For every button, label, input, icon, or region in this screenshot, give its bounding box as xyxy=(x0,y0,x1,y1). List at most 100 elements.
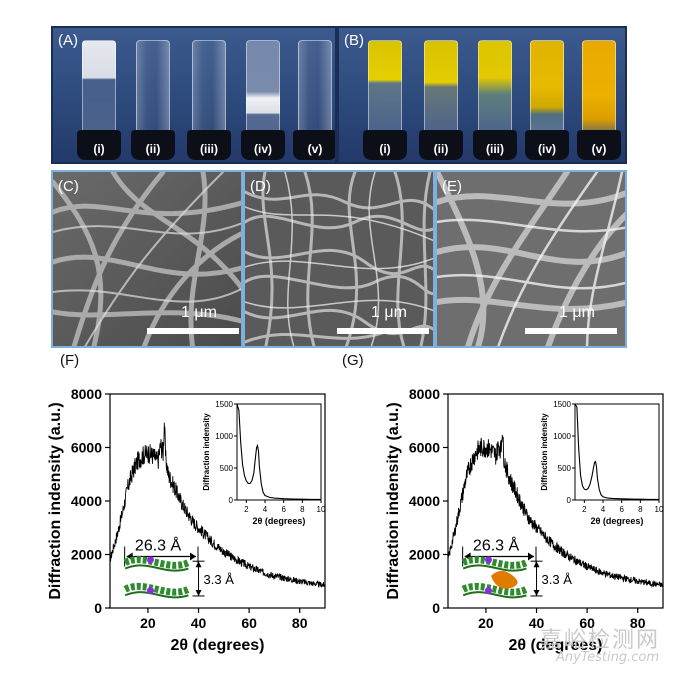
stack-label: 3.3 Å xyxy=(542,572,573,587)
inset-y-tick-label: 0 xyxy=(229,496,234,505)
vial-a-4-label: (iv) xyxy=(254,142,272,156)
inset-y-tick-label: 500 xyxy=(220,464,234,473)
x-tick-label: 40 xyxy=(191,615,207,631)
x-tick-label: 60 xyxy=(241,615,257,631)
vial-b-1-label: (i) xyxy=(379,142,391,156)
inset-x-tick-label: 4 xyxy=(601,505,606,514)
y-tick-label: 0 xyxy=(94,600,102,616)
y-tick-label: 8000 xyxy=(409,386,440,402)
guest-molecule xyxy=(491,570,518,589)
panel-d-scale-text: 1 μm xyxy=(371,304,407,321)
molecule-layer xyxy=(461,556,528,569)
panel-g-label: (G) xyxy=(342,352,364,369)
vial-b-3: (iii) xyxy=(473,28,517,162)
panel-e-label: (E) xyxy=(442,178,462,195)
stack-arrow-head-bottom xyxy=(195,589,202,596)
x-tick-label: 20 xyxy=(140,615,156,631)
molecule-layer-detail xyxy=(462,591,527,599)
molecule-layer xyxy=(123,556,190,569)
vial-b-1: (i) xyxy=(363,28,407,162)
vial-b-2-label: (ii) xyxy=(433,142,449,156)
panel-b-label: (B) xyxy=(344,32,364,49)
panel-c-sem: (C) 1 μm xyxy=(51,170,243,348)
molecular-stack-model xyxy=(123,556,190,599)
panel-e-sem: (E) 1 μm xyxy=(435,170,627,348)
spacing-label: 26.3 Å xyxy=(135,536,182,555)
panel-b-photo: (B) (i) (ii) (iii) (iv) (v) xyxy=(337,26,627,164)
inset-y-tick-label: 1000 xyxy=(553,432,571,441)
inset-x-tick-label: 2 xyxy=(582,505,587,514)
vial-b-2: (ii) xyxy=(419,28,463,162)
y-tick-label: 4000 xyxy=(409,493,440,509)
inset-y-tick-label: 1000 xyxy=(215,432,233,441)
y-tick-label: 2000 xyxy=(409,547,440,563)
panel-a-photo: (A) (i) (ii) (iii) (iv) (v) xyxy=(51,26,337,164)
inset-x-tick-label: 4 xyxy=(263,505,268,514)
inset-x-axis-label: 2θ (degrees) xyxy=(253,516,306,526)
inset-x-tick-label: 10 xyxy=(655,505,664,514)
watermark-cn: 嘉峪检测网 xyxy=(540,628,661,653)
inset-y-tick-label: 1500 xyxy=(215,400,233,409)
inset-frame xyxy=(236,403,322,501)
inset-series-line xyxy=(574,403,659,500)
inset-y-tick-label: 0 xyxy=(567,496,572,505)
metal-atom-bottom xyxy=(484,587,492,595)
vial-a-4: (iv) xyxy=(241,28,285,162)
y-axis-label: Diffraction indensity (a.u.) xyxy=(385,402,402,599)
vial-a-1-label: (i) xyxy=(93,142,105,156)
vial-a-5-label: (v) xyxy=(307,142,323,156)
y-tick-label: 4000 xyxy=(71,493,102,509)
metal-atom-top xyxy=(484,556,492,564)
xrd-series-line xyxy=(447,434,664,589)
panel-a-label: (A) xyxy=(58,32,78,49)
inset-y-axis-label: Diffraction indensity xyxy=(202,413,211,491)
vial-a-5: (v) xyxy=(293,28,335,162)
spacing-label: 26.3 Å xyxy=(473,536,520,555)
vial-a-2: (ii) xyxy=(131,28,175,162)
vial-b-5-label: (v) xyxy=(591,142,607,156)
y-tick-label: 2000 xyxy=(71,547,102,563)
panel-e-scale-bar xyxy=(525,328,617,334)
panel-f-label: (F) xyxy=(60,352,80,369)
y-axis-label: Diffraction indensity (a.u.) xyxy=(47,402,64,599)
vial-b-4: (iv) xyxy=(525,28,569,162)
molecule-layer-detail xyxy=(462,564,527,572)
panel-d-scale-bar xyxy=(337,328,429,334)
inset-x-tick-label: 8 xyxy=(638,505,643,514)
panel-c-label: (C) xyxy=(58,178,79,195)
spacing-arrow-head-right xyxy=(528,552,534,561)
inset-x-tick-label: 6 xyxy=(281,505,286,514)
x-tick-label: 80 xyxy=(630,615,646,631)
inset-x-tick-label: 8 xyxy=(300,505,305,514)
panel-d-sem: (D) 1 μm xyxy=(243,170,435,348)
watermark-en: AnyTesting.com xyxy=(556,650,660,665)
vial-a-3-label: (iii) xyxy=(200,142,218,156)
spacing-arrow-head-right xyxy=(190,552,196,561)
inset-x-tick-label: 6 xyxy=(619,505,624,514)
stack-arrow-head-top xyxy=(195,561,202,568)
y-tick-label: 6000 xyxy=(71,440,102,456)
xrd-series-line xyxy=(109,422,326,588)
inset-series-line xyxy=(236,403,321,500)
vial-b-4-label: (iv) xyxy=(538,142,556,156)
stack-label: 3.3 Å xyxy=(204,572,235,587)
x-axis-label: 2θ (degrees) xyxy=(508,637,602,654)
stack-arrow-head-bottom xyxy=(533,589,540,596)
y-tick-label: 8000 xyxy=(71,386,102,402)
x-tick-label: 60 xyxy=(579,615,595,631)
vial-a-1: (i) xyxy=(77,28,121,162)
inset-y-tick-label: 1500 xyxy=(553,400,571,409)
x-axis-label: 2θ (degrees) xyxy=(170,637,264,654)
molecule-layer-detail xyxy=(124,564,189,572)
y-tick-label: 0 xyxy=(432,600,440,616)
panel-c-scale-text: 1 μm xyxy=(181,304,217,321)
inset-x-tick-label: 2 xyxy=(244,505,249,514)
stack-arrow-head-top xyxy=(533,561,540,568)
x-tick-label: 40 xyxy=(529,615,545,631)
y-tick-label: 6000 xyxy=(409,440,440,456)
inset-frame xyxy=(574,403,660,501)
panel-c-scale-bar xyxy=(147,328,239,334)
inset-x-axis-label: 2θ (degrees) xyxy=(591,516,644,526)
inset-y-tick-label: 500 xyxy=(558,464,572,473)
